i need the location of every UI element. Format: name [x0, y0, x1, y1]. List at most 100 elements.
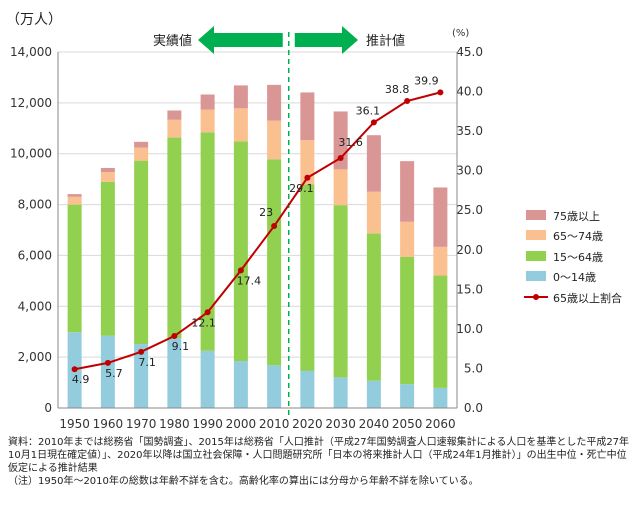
legend-label: 65～74歳 [553, 230, 603, 243]
bar-segment [300, 184, 315, 371]
bar-segment [267, 159, 282, 366]
bar-segment [366, 233, 381, 381]
aging-rate-point [204, 309, 211, 316]
bar-segment [233, 108, 248, 142]
bar-segment [267, 84, 282, 121]
bar-segment [300, 140, 315, 185]
bar-segment [134, 160, 149, 345]
actual-label: 実績値 [153, 33, 192, 49]
legend-swatch [526, 230, 546, 240]
x-tick-label: 1960 [93, 417, 124, 431]
y2-tick-label: 20.0 [456, 243, 483, 257]
bar-segment [100, 335, 115, 408]
y-tick-label: 4,000 [18, 299, 52, 313]
y2-tick-label: 30.0 [456, 164, 483, 178]
aging-rate-data-label: 7.1 [138, 356, 156, 369]
gridlines [58, 51, 457, 358]
bar-segment [100, 167, 115, 173]
legend-label: 15～64歳 [553, 251, 603, 264]
bar-segment [333, 169, 348, 206]
aging-rate-point [437, 89, 444, 96]
x-tick-label: 2010 [259, 417, 290, 431]
bar-segment [100, 172, 115, 182]
bar-segment [366, 135, 381, 192]
bar-segment [433, 387, 448, 408]
y-tick-label: 2,000 [18, 350, 52, 364]
bar-segment [200, 109, 215, 133]
bar-segment [167, 137, 182, 339]
aging-rate-data-label: 4.9 [72, 373, 90, 386]
legend-swatch [526, 210, 546, 220]
y2-tick-label: 25.0 [456, 203, 483, 217]
y2-tick-label: 45.0 [456, 45, 483, 59]
aging-rate-data-label: 38.8 [385, 83, 410, 96]
x-tick-label: 1990 [192, 417, 223, 431]
aging-rate-point [304, 174, 311, 181]
x-tick-label: 1950 [59, 417, 90, 431]
bar-segment [433, 275, 448, 388]
bar-segment [366, 380, 381, 408]
y-tick-label: 8,000 [18, 198, 52, 212]
bar-segment [134, 344, 149, 408]
bar-segment [333, 205, 348, 378]
bar-segment [267, 365, 282, 408]
bar-segment [366, 191, 381, 234]
bar-segment [100, 181, 115, 336]
aging-rate-data-label: 12.1 [191, 316, 216, 329]
bar-segment [400, 161, 415, 222]
bar-segment [433, 187, 448, 247]
y2-tick-label: 0.0 [464, 401, 483, 415]
bar-segment [433, 246, 448, 276]
aging-rate-point [171, 333, 178, 340]
bar-segment [400, 221, 415, 257]
x-tick-label: 2050 [392, 417, 423, 431]
y-tick-label: 14,000 [10, 45, 52, 59]
bar-segment [167, 119, 182, 138]
aging-rate-point [71, 366, 78, 373]
aging-rate-point [104, 359, 111, 366]
aging-rate-data-label: 5.7 [105, 367, 123, 380]
bar-segment [134, 141, 149, 148]
y2-tick-label: 35.0 [456, 124, 483, 138]
projection-arrow [294, 26, 358, 54]
y-axis-unit: （万人） [6, 12, 62, 28]
bar-segment [300, 92, 315, 141]
period-arrows: 実績値 推計値 [153, 26, 405, 54]
aging-rate-point [404, 98, 411, 105]
bar-segment [67, 196, 82, 205]
aging-rate-data-label: 29.1 [289, 182, 314, 195]
actual-arrow [198, 26, 283, 54]
bar-segment [233, 141, 248, 362]
bar-segment [134, 147, 149, 161]
aging-rate-data-label: 39.9 [414, 74, 439, 87]
stacked-bars [67, 84, 448, 408]
bar-segment [67, 194, 82, 197]
aging-rate-data-label: 36.1 [356, 104, 381, 117]
x-tick-label: 2060 [425, 417, 456, 431]
aging-rate-data-label: 9.1 [172, 340, 190, 353]
aging-rate-point [271, 223, 278, 230]
source-notes: 資料：2010年までは総務省「国勢調査」、2015年は総務省「人口推計（平成27… [8, 436, 632, 488]
bar-segment [167, 110, 182, 120]
x-tick-label: 2030 [325, 417, 356, 431]
legend-line-marker [533, 294, 539, 300]
legend-label: 0～14歳 [553, 271, 596, 284]
bar-segment [300, 370, 315, 408]
bar-segment [233, 85, 248, 109]
bar-segment [400, 384, 415, 408]
bar-segment [200, 132, 215, 351]
aging-rate-point [138, 348, 145, 355]
y2-tick-label: 40.0 [456, 85, 483, 99]
x-tick-label: 2040 [359, 417, 390, 431]
legend-label: 75歳以上 [553, 210, 600, 223]
projection-label: 推計値 [366, 33, 405, 49]
x-axis-ticks: 1950 1960 1970 1980 1990 2000 2010 2020 2030 2040… [59, 417, 455, 431]
bar-segment [67, 204, 82, 333]
y2-axis-unit: (%) [452, 28, 469, 39]
y-tick-label: 12,000 [10, 96, 52, 110]
y2-tick-label: 5.0 [464, 361, 483, 375]
aging-rate-point [337, 155, 344, 162]
footnote: （注）1950年～2010年の総数は年齢不詳を含む。高齢化率の算出には分母から年… [8, 476, 479, 487]
aging-rate-data-label: 31.6 [338, 136, 363, 149]
x-tick-label: 1980 [159, 417, 190, 431]
